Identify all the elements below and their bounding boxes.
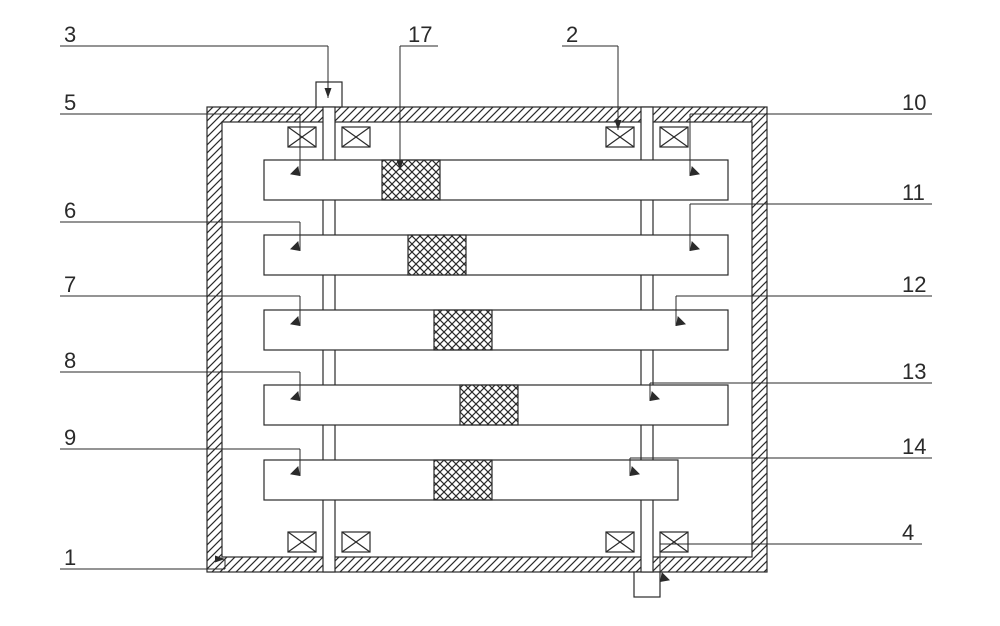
bearing-6 <box>606 532 634 552</box>
bearing-0 <box>288 127 316 147</box>
label-3: 3 <box>60 22 332 98</box>
row-outline <box>264 235 728 275</box>
label-1: 1 <box>60 545 225 570</box>
row-0 <box>264 160 728 200</box>
row-outline <box>264 160 728 200</box>
row-1 <box>264 235 728 275</box>
label-text-10: 10 <box>902 90 926 115</box>
row-hatch <box>434 310 492 350</box>
bottom-stub <box>634 572 660 597</box>
label-text-17: 17 <box>408 22 432 47</box>
technical-drawing: 3 5 6 7 8 9 1 17 2 10 11 12 13 14 4 <box>0 0 1000 626</box>
row-hatch <box>434 460 492 500</box>
label-text-9: 9 <box>64 425 76 450</box>
row-hatch <box>460 385 518 425</box>
row-outline <box>264 310 728 350</box>
bearing-7 <box>660 532 688 552</box>
label-text-3: 3 <box>64 22 76 47</box>
label-text-6: 6 <box>64 198 76 223</box>
bearing-2 <box>606 127 634 147</box>
bearing-5 <box>342 532 370 552</box>
label-text-4: 4 <box>902 520 914 545</box>
label-text-14: 14 <box>902 434 926 459</box>
row-3 <box>264 385 728 425</box>
label-text-12: 12 <box>902 272 926 297</box>
label-text-2: 2 <box>566 22 578 47</box>
bearing-3 <box>660 127 688 147</box>
row-hatch <box>382 160 440 200</box>
label-text-13: 13 <box>902 359 926 384</box>
bearing-4 <box>288 532 316 552</box>
label-text-11: 11 <box>902 180 925 205</box>
bearing-1 <box>342 127 370 147</box>
label-text-8: 8 <box>64 348 76 373</box>
label-text-1: 1 <box>64 545 76 570</box>
leader-arrow <box>660 572 670 582</box>
row-4 <box>264 460 678 500</box>
row-hatch <box>408 235 466 275</box>
label-text-7: 7 <box>64 272 76 297</box>
row-2 <box>264 310 728 350</box>
label-text-5: 5 <box>64 90 76 115</box>
